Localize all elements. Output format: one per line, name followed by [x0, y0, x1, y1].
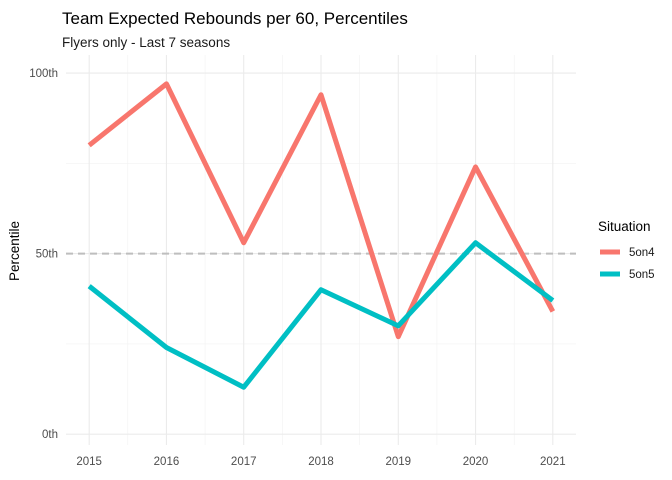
y-axis-title: Percentile: [7, 221, 22, 281]
x-tick-label: 2017: [231, 456, 257, 468]
legend-items: 5on4 5on5: [600, 247, 655, 281]
y-tick-label: 50th: [36, 249, 58, 261]
series-line-5on4: [87, 81, 556, 340]
x-tick-label: 2020: [463, 456, 489, 468]
legend-label-5on4: 5on4: [629, 247, 655, 259]
legend: Situation 5on4 5on5: [598, 219, 655, 281]
grid: [66, 55, 576, 445]
series-layer: [87, 81, 556, 390]
x-axis-ticks: 2015 2016 2017 2018 2019 2020 2021: [76, 456, 565, 468]
x-tick-label: 2019: [385, 456, 411, 468]
chart-subtitle: Flyers only - Last 7 seasons: [62, 35, 230, 50]
y-axis-ticks: 0th 50th 100th: [29, 68, 58, 441]
legend-label-5on5: 5on5: [629, 269, 655, 281]
series-line-5on5: [87, 240, 555, 390]
x-tick-label: 2015: [76, 456, 102, 468]
x-tick-label: 2016: [154, 456, 180, 468]
y-tick-label: 100th: [29, 68, 58, 80]
y-tick-label: 0th: [42, 429, 58, 441]
chart-title: Team Expected Rebounds per 60, Percentil…: [62, 9, 408, 28]
legend-title: Situation: [598, 219, 651, 234]
x-tick-label: 2021: [540, 456, 566, 468]
x-tick-label: 2018: [308, 456, 334, 468]
